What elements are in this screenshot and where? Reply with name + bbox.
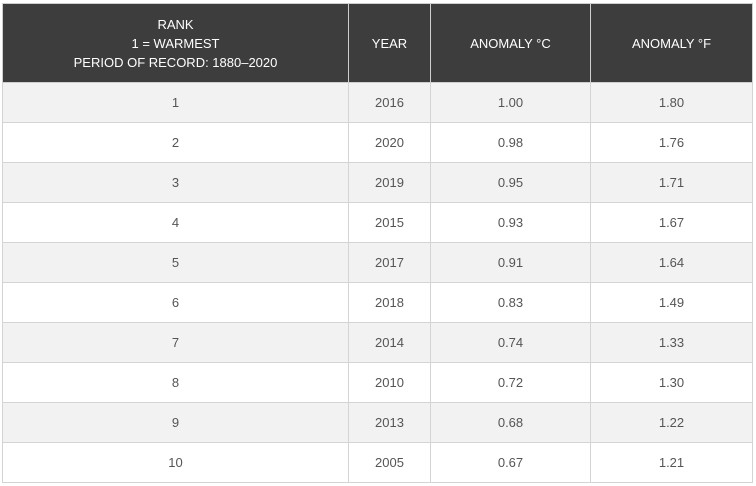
cell-rank: 9 [2,402,349,443]
table-row: 4 2015 0.93 1.67 [2,202,753,243]
column-header-rank: RANK 1 = WARMEST PERIOD OF RECORD: 1880–… [2,3,349,83]
cell-year: 2016 [348,82,431,123]
cell-year: 2018 [348,282,431,323]
cell-anomaly-f: 1.30 [590,362,753,403]
cell-anomaly-c: 0.93 [430,202,591,243]
rank-header-line-2: 1 = WARMEST [131,35,220,51]
cell-anomaly-c: 0.74 [430,322,591,363]
cell-rank: 1 [2,82,349,123]
cell-year: 2015 [348,202,431,243]
cell-anomaly-f: 1.64 [590,242,753,283]
cell-anomaly-c: 0.91 [430,242,591,283]
rank-header-line-3: PERIOD OF RECORD: 1880–2020 [73,54,278,70]
table-row: 6 2018 0.83 1.49 [2,282,753,323]
cell-rank: 3 [2,162,349,203]
cell-rank: 5 [2,242,349,283]
cell-rank: 6 [2,282,349,323]
column-header-anomaly-c: ANOMALY °C [430,3,591,83]
warmest-years-table: RANK 1 = WARMEST PERIOD OF RECORD: 1880–… [2,3,753,483]
cell-year: 2020 [348,122,431,163]
cell-rank: 4 [2,202,349,243]
cell-anomaly-f: 1.80 [590,82,753,123]
rank-header-line-1: RANK [157,16,194,32]
cell-anomaly-f: 1.22 [590,402,753,443]
cell-year: 2005 [348,442,431,483]
table-row: 8 2010 0.72 1.30 [2,362,753,403]
cell-anomaly-c: 0.72 [430,362,591,403]
cell-anomaly-c: 0.95 [430,162,591,203]
cell-anomaly-f: 1.71 [590,162,753,203]
table-row: 5 2017 0.91 1.64 [2,242,753,283]
column-header-year: YEAR [348,3,431,83]
cell-year: 2017 [348,242,431,283]
cell-anomaly-c: 1.00 [430,82,591,123]
column-header-anomaly-f: ANOMALY °F [590,3,753,83]
cell-rank: 10 [2,442,349,483]
table-row: 2 2020 0.98 1.76 [2,122,753,163]
table-header-row: RANK 1 = WARMEST PERIOD OF RECORD: 1880–… [2,3,753,83]
cell-year: 2019 [348,162,431,203]
cell-anomaly-f: 1.33 [590,322,753,363]
cell-anomaly-f: 1.67 [590,202,753,243]
table-row: 1 2016 1.00 1.80 [2,82,753,123]
cell-anomaly-c: 0.67 [430,442,591,483]
cell-anomaly-f: 1.21 [590,442,753,483]
cell-year: 2014 [348,322,431,363]
cell-anomaly-c: 0.98 [430,122,591,163]
cell-rank: 7 [2,322,349,363]
cell-rank: 2 [2,122,349,163]
table-row: 10 2005 0.67 1.21 [2,442,753,483]
cell-anomaly-c: 0.83 [430,282,591,323]
warmest-years-table-container: RANK 1 = WARMEST PERIOD OF RECORD: 1880–… [2,3,753,483]
cell-anomaly-f: 1.76 [590,122,753,163]
cell-rank: 8 [2,362,349,403]
table-row: 9 2013 0.68 1.22 [2,402,753,443]
table-row: 7 2014 0.74 1.33 [2,322,753,363]
table-row: 3 2019 0.95 1.71 [2,162,753,203]
cell-anomaly-c: 0.68 [430,402,591,443]
cell-anomaly-f: 1.49 [590,282,753,323]
cell-year: 2013 [348,402,431,443]
cell-year: 2010 [348,362,431,403]
